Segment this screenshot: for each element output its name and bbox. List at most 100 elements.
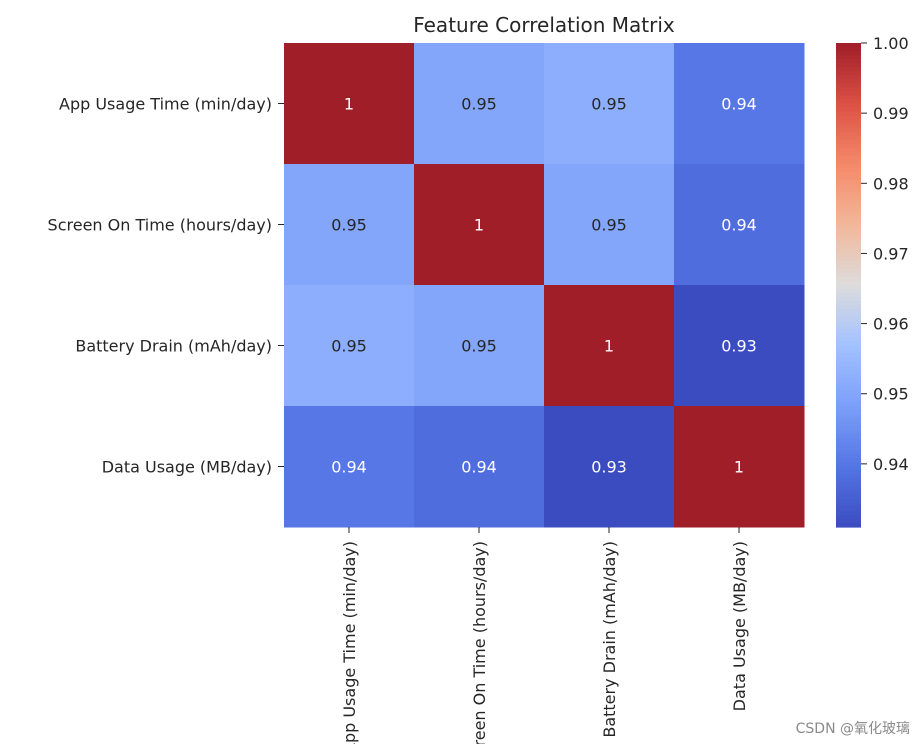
heatmap-cell [674,285,805,407]
colorbar-segment [836,365,861,371]
colorbar-segment [836,248,861,254]
colorbar-segment [836,280,861,286]
colorbar-segment [836,454,861,460]
colorbar-segment [836,474,861,480]
colorbar-segment [836,369,861,375]
colorbar-segment [836,522,861,528]
colorbar-segment [836,321,861,326]
colorbar-segment [836,458,861,464]
colorbar-segment [836,325,861,330]
x-tick-label: Screen On Time (hours/day) [470,541,489,744]
colorbar-segment [836,200,861,205]
watermark: CSDN @氧化玻璃 [795,721,910,737]
colorbar-segment [836,345,861,351]
colorbar-segment [836,91,861,97]
colorbar-segment [836,127,861,133]
colorbar-segment [836,486,861,492]
colorbar-segment [836,502,861,508]
colorbar-segment [836,55,861,60]
heatmap-cell [414,43,545,165]
colorbar-segment [836,361,861,367]
cell-value-label: 0.95 [461,337,497,356]
colorbar: 0.94 0.95 0.96 0.97 0.98 0.99 1.00 [836,34,909,528]
colorbar-segment [836,381,861,387]
colorbar-segment [836,123,861,129]
colorbar-segment [836,115,861,121]
colorbar-segment [836,252,861,258]
colorbar-segment [836,353,861,359]
colorbar-segment [836,111,861,117]
colorbar-segment [836,418,861,423]
colorbar-segment [836,176,861,181]
colorbar-segment [836,184,861,189]
colorbar-segment [836,192,861,197]
colorbar-segment [836,268,861,274]
colorbar-segment [836,236,861,242]
colorbar-segment [836,349,861,355]
colorbar-segment [836,216,861,222]
heatmap-cell [414,285,545,407]
y-tick-label: App Usage Time (min/day) [59,95,272,114]
heatmap-cell [544,406,675,528]
colorbar-segment [836,264,861,270]
colorbar-segment [836,59,861,64]
heatmap-cell [544,285,675,407]
heatmap-cell [284,43,415,165]
heatmap-cell [414,406,545,528]
colorbar-segment [836,410,861,415]
colorbar-segment [836,426,861,431]
colorbar-segment [836,99,861,105]
colorbar-segment [836,357,861,363]
colorbar-segment [836,196,861,201]
colorbar-segment [836,119,861,125]
colorbar-segment [836,131,861,137]
colorbar-segment [836,172,861,177]
colorbar-segment [836,466,861,472]
colorbar-segment [836,164,861,169]
colorbar-segment [836,498,861,504]
colorbar-tick-label: 0.96 [873,315,909,334]
heatmap-cell [284,406,415,528]
colorbar-segment [836,289,861,294]
colorbar-segment [836,490,861,496]
colorbar-segment [836,103,861,109]
chart-title: Feature Correlation Matrix [413,13,675,37]
colorbar-segment [836,293,861,298]
colorbar-segment [836,389,861,395]
colorbar-segment [836,75,861,80]
colorbar-segment [836,478,861,484]
colorbar-segment [836,401,861,407]
cell-value-label: 0.95 [331,216,367,235]
colorbar-segment [836,510,861,516]
colorbar-segment [836,470,861,476]
colorbar-segment [836,430,861,435]
x-tick-label: Data Usage (MB/day) [730,541,749,711]
y-tick-label: Screen On Time (hours/day) [48,216,272,235]
colorbar-segment [836,450,861,455]
heatmap-cell [544,164,675,286]
colorbar-segment [836,333,861,339]
colorbar-segment [836,317,861,322]
colorbar-segment [836,442,861,447]
y-tick-label: Data Usage (MB/day) [102,458,272,477]
colorbar-segment [836,204,861,209]
y-tick-label: Battery Drain (mAh/day) [75,337,272,356]
cell-value-label: 1 [604,337,614,356]
colorbar-segment [836,414,861,419]
heatmap-cell [284,164,415,286]
cell-value-label: 0.94 [461,458,497,477]
colorbar-segment [836,155,861,161]
cell-value-label: 1 [344,95,354,114]
colorbar-segment [836,397,861,403]
colorbar-tick-label: 0.97 [873,244,909,263]
colorbar-segment [836,305,861,310]
colorbar-tick-label: 1.00 [873,34,909,53]
colorbar-segment [836,232,861,238]
heatmap-cell [674,406,805,528]
colorbar-segment [836,422,861,427]
colorbar-segment [836,313,861,318]
colorbar-segment [836,208,861,213]
heatmap-cells: 1 0.95 0.95 0.94 0.95 1 0.95 0.94 0.95 0.95 1 0.93 0… [284,43,805,528]
colorbar-segment [836,285,861,290]
